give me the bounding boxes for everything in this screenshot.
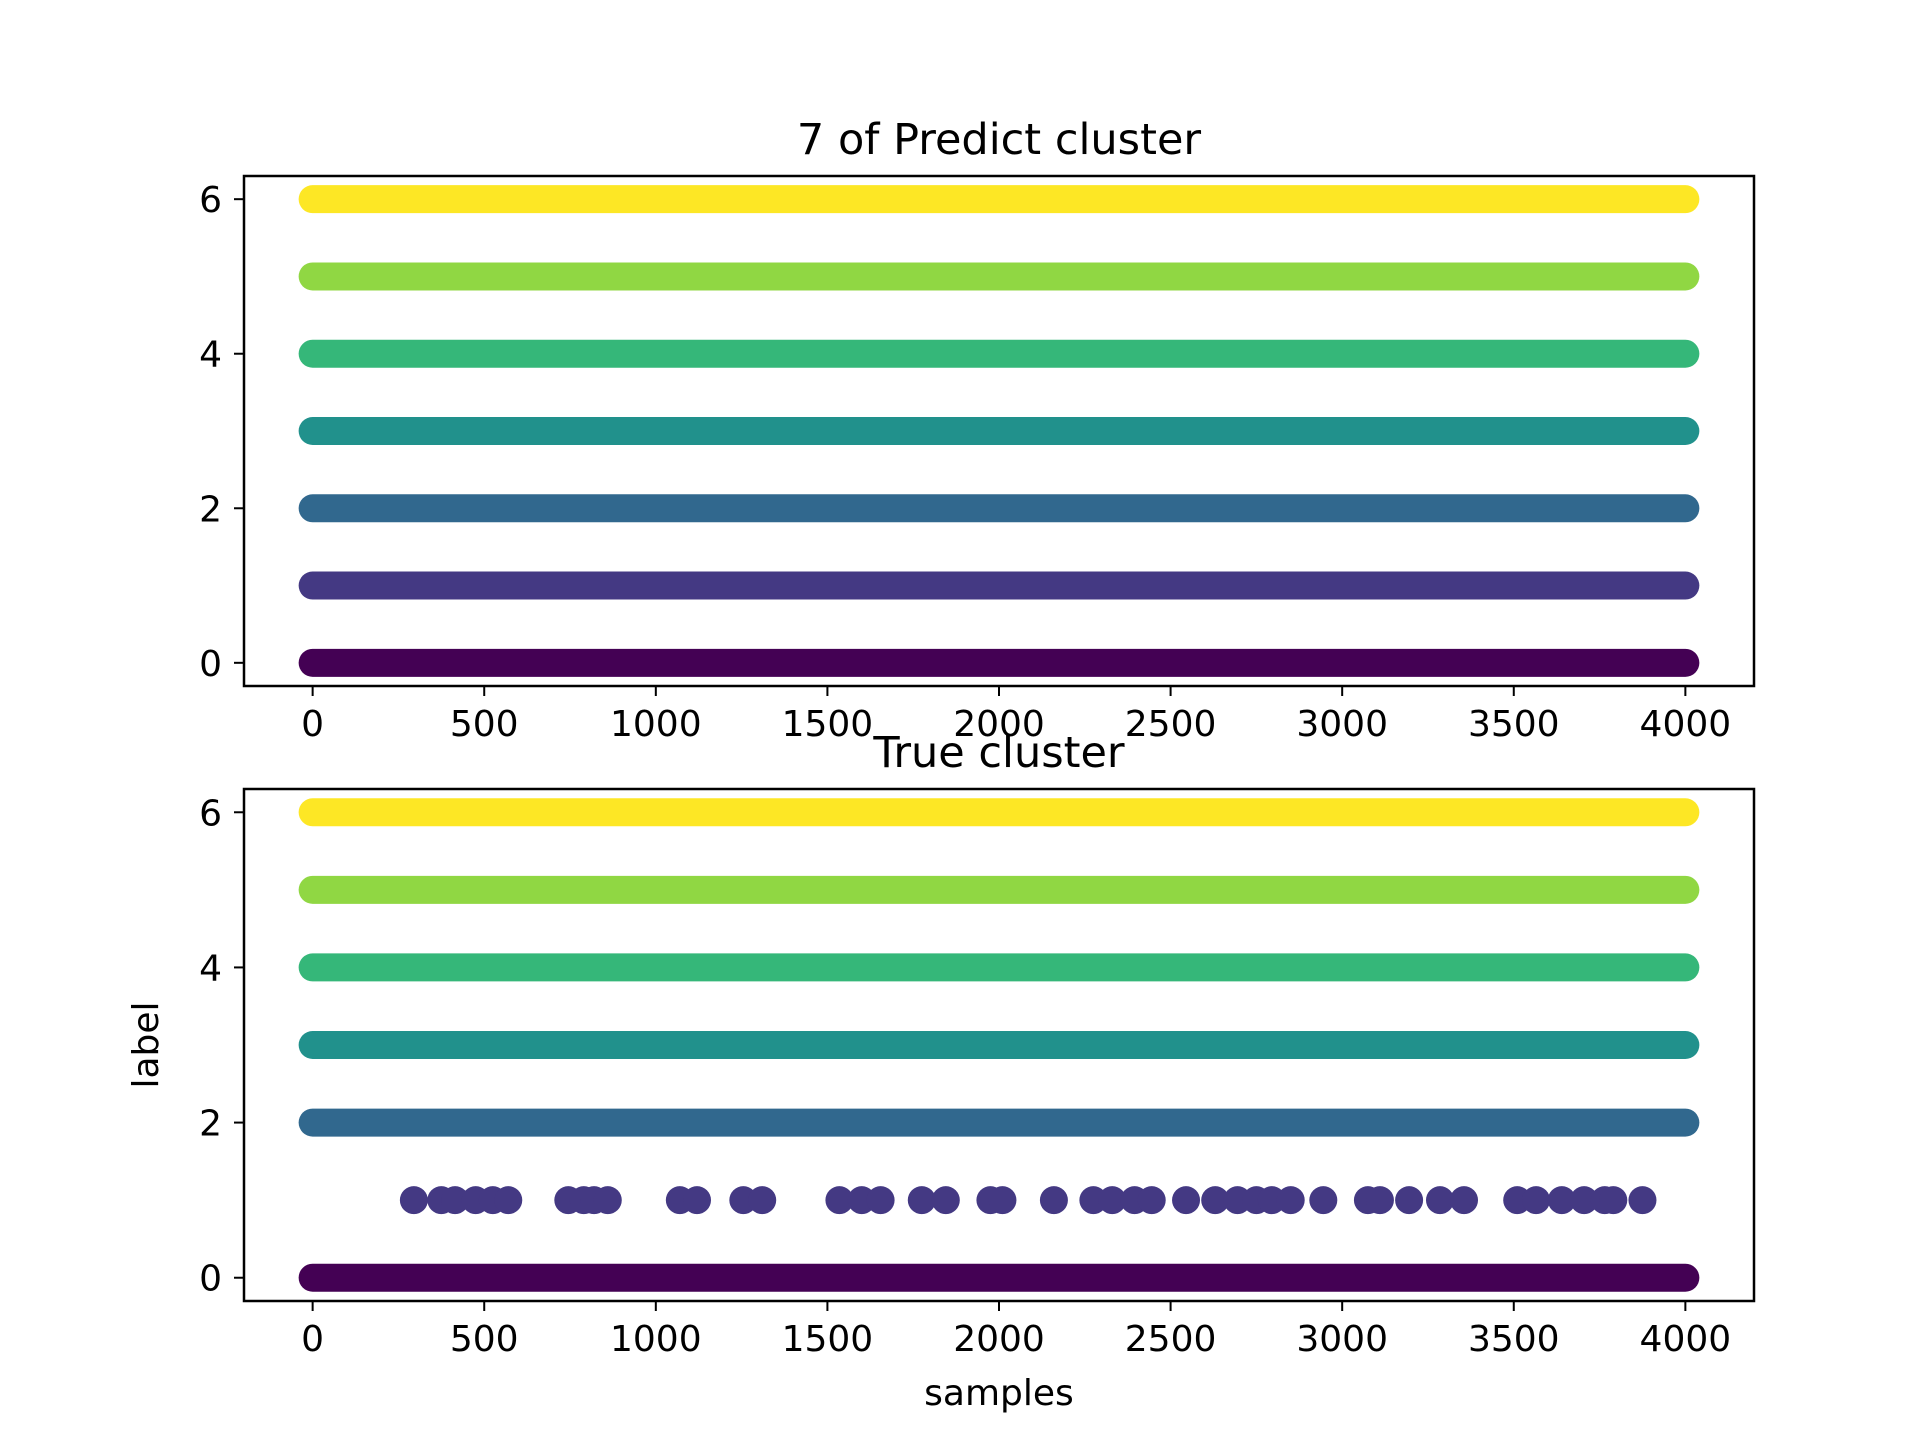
x-tick-label: 3500 (1468, 1319, 1560, 1360)
label-1-marker (907, 1186, 936, 1215)
label-1-marker (866, 1186, 895, 1215)
label-1-marker (988, 1186, 1017, 1215)
y-tick-label: 6 (199, 793, 222, 834)
label-1-marker (1395, 1186, 1424, 1215)
y-tick-label: 0 (199, 1259, 222, 1300)
label-1-marker (931, 1186, 960, 1215)
y-tick-label: 2 (199, 489, 222, 530)
y-tick-label: 2 (199, 1104, 222, 1145)
predict-cluster-plot: 0 500 1000 1500 2000 2500 3000 3500 4000 0 2 4 6 7 … (199, 115, 1756, 745)
x-tick-label: 0 (301, 704, 324, 745)
label-1-marker (1276, 1186, 1305, 1215)
x-tick-label: 1000 (610, 1319, 702, 1360)
label-1-marker (1039, 1186, 1068, 1215)
label-1-marker (1628, 1186, 1657, 1215)
x-tick-label: 2500 (1125, 704, 1217, 745)
true-cluster-markers (298, 798, 1700, 1292)
predict-cluster-markers (298, 185, 1700, 677)
x-tick-label: 4000 (1640, 1319, 1732, 1360)
label-1-marker (1201, 1186, 1230, 1215)
y-tick-label: 0 (199, 644, 222, 685)
label-1-marker (1570, 1186, 1599, 1215)
predict-cluster-x-axis: 0 500 1000 1500 2000 2500 3000 3500 4000 (301, 686, 1731, 745)
label-1-marker (494, 1186, 523, 1215)
label-1-marker (1365, 1186, 1394, 1215)
y-tick-label: 4 (199, 948, 222, 989)
true-cluster-title: True cluster (872, 728, 1125, 778)
x-tick-label: 3000 (1296, 1319, 1388, 1360)
label-1-marker (1098, 1186, 1127, 1215)
true-cluster-y-axis: 0 2 4 6 (199, 793, 244, 1300)
x-tick-label: 0 (301, 1319, 324, 1360)
true-cluster-x-axis: 0 500 1000 1500 2000 2500 3000 3500 4000 (301, 1301, 1731, 1360)
x-tick-label: 3000 (1296, 704, 1388, 745)
x-tick-label: 4000 (1640, 704, 1732, 745)
label-1-marker (399, 1186, 428, 1215)
true-cluster-plot: 0 500 1000 1500 2000 2500 3000 3500 4000 0 2 4 6 Tr… (126, 728, 1756, 1414)
label-1-marker (593, 1186, 622, 1215)
label-1-marker (1599, 1186, 1628, 1215)
y-tick-label: 4 (199, 335, 222, 376)
label-1-marker (441, 1186, 470, 1215)
x-tick-label: 500 (450, 704, 519, 745)
x-tick-label: 2000 (953, 1319, 1045, 1360)
x-tick-label: 1500 (782, 1319, 874, 1360)
x-tick-label: 500 (450, 1319, 519, 1360)
label-1-marker (748, 1186, 777, 1215)
x-tick-label: 1000 (610, 704, 702, 745)
label-1-marker (1425, 1186, 1454, 1215)
predict-cluster-frame (242, 174, 1756, 688)
x-tick-label: 2500 (1125, 1319, 1217, 1360)
label-1-marker (1522, 1186, 1551, 1215)
label-1-marker (1172, 1186, 1201, 1215)
x-tick-label: 2000 (953, 704, 1045, 745)
predict-cluster-y-axis: 0 2 4 6 (199, 180, 244, 685)
label-1-marker (825, 1186, 854, 1215)
label-1-marker (1137, 1186, 1166, 1215)
y-axis-label: label (126, 1001, 167, 1088)
predict-cluster-title: 7 of Predict cluster (797, 115, 1201, 165)
label-1-marker (1547, 1186, 1576, 1215)
x-tick-label: 1500 (782, 704, 874, 745)
x-tick-label: 3500 (1468, 704, 1560, 745)
true-cluster-frame (242, 787, 1756, 1303)
label-1-marker (1450, 1186, 1479, 1215)
label-1-marker (1309, 1186, 1338, 1215)
x-axis-label: samples (924, 1373, 1074, 1414)
y-tick-label: 6 (199, 180, 222, 221)
label-1-marker (683, 1186, 711, 1215)
